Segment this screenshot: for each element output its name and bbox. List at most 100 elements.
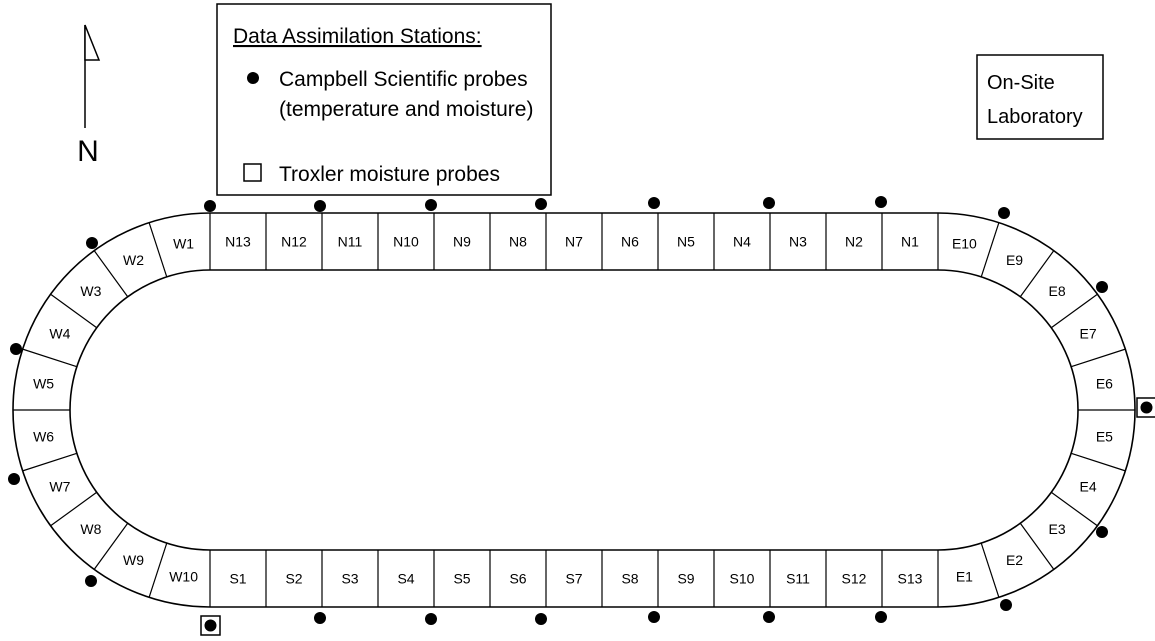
- campbell-probe-icon: [875, 611, 887, 623]
- section-label-w2: W2: [123, 252, 144, 268]
- track-inner-edge: [69, 269, 1079, 551]
- section-label-w10: W10: [169, 568, 198, 584]
- section-label-s10: S10: [730, 571, 755, 587]
- campbell-probe-icon: [204, 619, 217, 632]
- campbell-probe-icon: [998, 207, 1010, 219]
- section-label-n6: N6: [621, 234, 639, 250]
- section-divider: [980, 222, 1000, 278]
- legend: Data Assimilation Stations: Campbell Sci…: [216, 3, 552, 196]
- section-divider: [1050, 491, 1098, 527]
- section-label-s11: S11: [786, 571, 810, 587]
- section-label-s12: S12: [842, 571, 867, 587]
- section-label-s9: S9: [677, 571, 694, 587]
- section-label-e4: E4: [1080, 479, 1097, 495]
- campbell-probe-icon: [8, 473, 20, 485]
- combined-probe-station-south: [200, 615, 221, 636]
- section-label-s4: S4: [397, 571, 414, 587]
- section-label-n9: N9: [453, 234, 471, 250]
- section-label-s13: S13: [898, 571, 923, 587]
- campbell-probe-icon: [763, 197, 775, 209]
- north-arrow-icon: [84, 24, 101, 128]
- section-label-n4: N4: [733, 234, 751, 250]
- section-label-e3: E3: [1049, 521, 1066, 537]
- section-divider: [1019, 250, 1055, 298]
- section-label-e10: E10: [952, 236, 977, 252]
- section-label-n13: N13: [225, 234, 251, 250]
- section-labels: N13 N12 N11 N10 N9 N8 N7 N6 N5 N4 N3 N2 …: [33, 234, 1113, 587]
- section-label-w5: W5: [33, 376, 54, 392]
- campbell-probe-icon: [425, 199, 437, 211]
- section-label-w9: W9: [123, 552, 144, 568]
- north-label: N: [77, 135, 99, 168]
- test-track: N13 N12 N11 N10 N9 N8 N7 N6 N5 N4 N3 N2 …: [12, 212, 1136, 608]
- campbell-probe-icon: [875, 196, 887, 208]
- section-dividers: [13, 213, 1135, 607]
- campbell-probe-icon: [648, 197, 660, 209]
- section-label-n8: N8: [509, 234, 527, 250]
- section-label-w4: W4: [49, 326, 70, 342]
- section-label-n3: N3: [789, 234, 807, 250]
- section-divider: [50, 491, 98, 527]
- north-arrow: N: [77, 24, 101, 168]
- section-label-s6: S6: [509, 571, 526, 587]
- section-label-s2: S2: [285, 571, 302, 587]
- section-label-w3: W3: [80, 283, 101, 299]
- section-divider: [1070, 452, 1126, 472]
- campbell-probe-icon: [648, 611, 660, 623]
- campbell-probe-icon: [425, 613, 437, 625]
- campbell-probe-icon: [763, 611, 775, 623]
- campbell-probe-icon: [10, 343, 22, 355]
- section-label-e1: E1: [956, 568, 973, 584]
- section-divider: [1050, 293, 1098, 329]
- combined-probe-stations: [200, 397, 1155, 636]
- section-label-n2: N2: [845, 234, 863, 250]
- on-site-laboratory: On-Site Laboratory: [976, 54, 1104, 140]
- section-label-s8: S8: [621, 571, 638, 587]
- section-label-e2: E2: [1006, 552, 1023, 568]
- campbell-probe-icon: [1140, 401, 1153, 414]
- section-label-w7: W7: [49, 479, 70, 495]
- section-label-e6: E6: [1096, 376, 1113, 392]
- section-label-s5: S5: [453, 571, 470, 587]
- track-outer-edge: [12, 212, 1136, 608]
- legend-item-troxler: Troxler moisture probes: [279, 163, 500, 186]
- laboratory-line2: Laboratory: [987, 106, 1083, 128]
- legend-item-campbell-line2: (temperature and moisture): [279, 98, 533, 121]
- laboratory-line1: On-Site: [987, 72, 1055, 94]
- section-label-w6: W6: [33, 428, 54, 444]
- section-label-n7: N7: [565, 234, 583, 250]
- legend-title: Data Assimilation Stations:: [233, 25, 482, 48]
- laboratory-box: [976, 54, 1104, 140]
- campbell-probe-icon: [314, 612, 326, 624]
- campbell-probe-icon: [1096, 526, 1108, 538]
- section-label-e9: E9: [1006, 252, 1023, 268]
- section-label-s1: S1: [229, 571, 246, 587]
- section-label-e8: E8: [1049, 283, 1066, 299]
- campbell-probe-icon: [314, 200, 326, 212]
- campbell-probe-icon: [1096, 281, 1108, 293]
- filled-circle-icon: [247, 72, 259, 84]
- campbell-probe-icon: [535, 198, 547, 210]
- campbell-probe-icon: [86, 237, 98, 249]
- campbell-probe-icon: [204, 200, 216, 212]
- section-label-e7: E7: [1080, 326, 1097, 342]
- campbell-probe-stations: [8, 196, 1108, 625]
- section-divider: [93, 522, 129, 570]
- section-divider: [1070, 348, 1126, 368]
- section-divider: [22, 348, 78, 368]
- campbell-probe-icon: [1000, 599, 1012, 611]
- legend-frame: [216, 3, 552, 196]
- section-label-n5: N5: [677, 234, 695, 250]
- section-label-n11: N11: [338, 234, 363, 250]
- section-divider: [148, 542, 168, 598]
- section-label-n1: N1: [901, 234, 919, 250]
- campbell-probe-icon: [85, 575, 97, 587]
- section-label-w1: W1: [173, 236, 194, 252]
- section-divider: [148, 222, 168, 278]
- section-divider: [50, 293, 98, 329]
- section-divider: [22, 452, 78, 472]
- section-label-s3: S3: [341, 571, 358, 587]
- section-label-e5: E5: [1096, 428, 1113, 444]
- legend-item-campbell-line1: Campbell Scientific probes: [279, 68, 528, 91]
